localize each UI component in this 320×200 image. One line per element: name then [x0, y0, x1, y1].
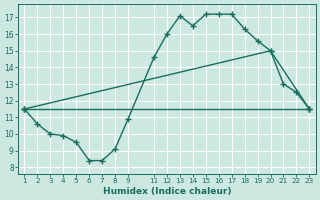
X-axis label: Humidex (Indice chaleur): Humidex (Indice chaleur) [103, 187, 231, 196]
